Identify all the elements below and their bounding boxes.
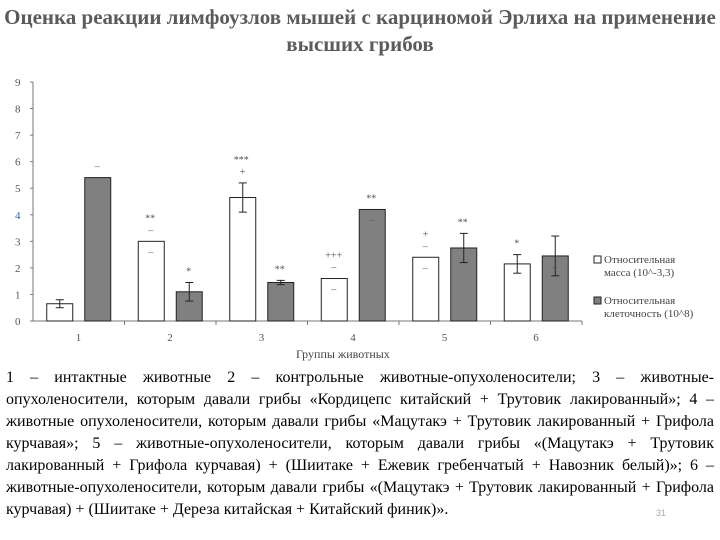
x-tick-label: 3 (259, 332, 265, 344)
significance-label: – (94, 162, 101, 173)
x-tick-label: 2 (167, 332, 173, 344)
legend-swatch (593, 296, 602, 305)
bar (267, 281, 295, 322)
x-tick-label: 4 (350, 332, 356, 344)
significance-label: + (423, 229, 429, 240)
bar (137, 240, 165, 322)
chart-title: Оценка реакции лимфоузлов мышей с карцин… (4, 5, 716, 56)
significance-label: ** (145, 213, 155, 224)
bar (412, 256, 440, 322)
y-tick-label: 5 (15, 183, 21, 195)
significance-label: – (147, 225, 154, 236)
y-tick-label: 7 (15, 130, 21, 142)
y-tick-label: 1 (15, 289, 21, 301)
legend-swatch (593, 255, 602, 264)
y-tick-label: 6 (15, 157, 21, 169)
x-tick-label: 6 (533, 332, 539, 344)
group-description: 1 – интактные животные 2 – контрольные ж… (6, 369, 714, 518)
x-tick-label: 1 (76, 332, 82, 344)
page-number: 31 (656, 508, 667, 518)
y-tick-label: 9 (15, 77, 21, 89)
bar (320, 278, 348, 322)
legend-label: Относительная (604, 295, 675, 307)
significance-label: *** (234, 155, 249, 166)
bar (358, 208, 386, 322)
y-tick-label: 4 (15, 210, 21, 222)
y-tick-label: 3 (15, 236, 21, 248)
y-tick-label: 0 (15, 316, 21, 328)
significance-label: * (186, 266, 191, 277)
significance-label: + (240, 167, 246, 178)
significance-label: – (551, 262, 558, 273)
bar (229, 197, 257, 322)
significance-label: * (514, 239, 519, 250)
significance-label: ** (366, 193, 376, 204)
significance-label: ** (275, 264, 285, 275)
significance-label: – (422, 263, 429, 274)
y-tick-label: 8 (15, 104, 21, 116)
bar (84, 177, 112, 322)
significance-label: – (330, 285, 337, 296)
legend-label: Относительная (604, 254, 675, 266)
legend-label: клеточность (10^8) (604, 308, 694, 320)
significance-label: ** (458, 217, 468, 228)
significance-label: – (368, 215, 375, 226)
significance-label: +++ (325, 251, 342, 262)
bar-chart: 01234567891–2**––*3***+**4+++––**–5+––**… (15, 77, 694, 361)
x-tick-label: 5 (442, 332, 448, 344)
significance-label: – (147, 247, 154, 258)
x-axis-title: Группы животных (296, 347, 390, 361)
y-tick-label: 2 (15, 263, 21, 275)
significance-label: – (330, 263, 337, 274)
significance-label: – (422, 241, 429, 252)
legend-label: масса (10^-3,3) (604, 267, 675, 279)
